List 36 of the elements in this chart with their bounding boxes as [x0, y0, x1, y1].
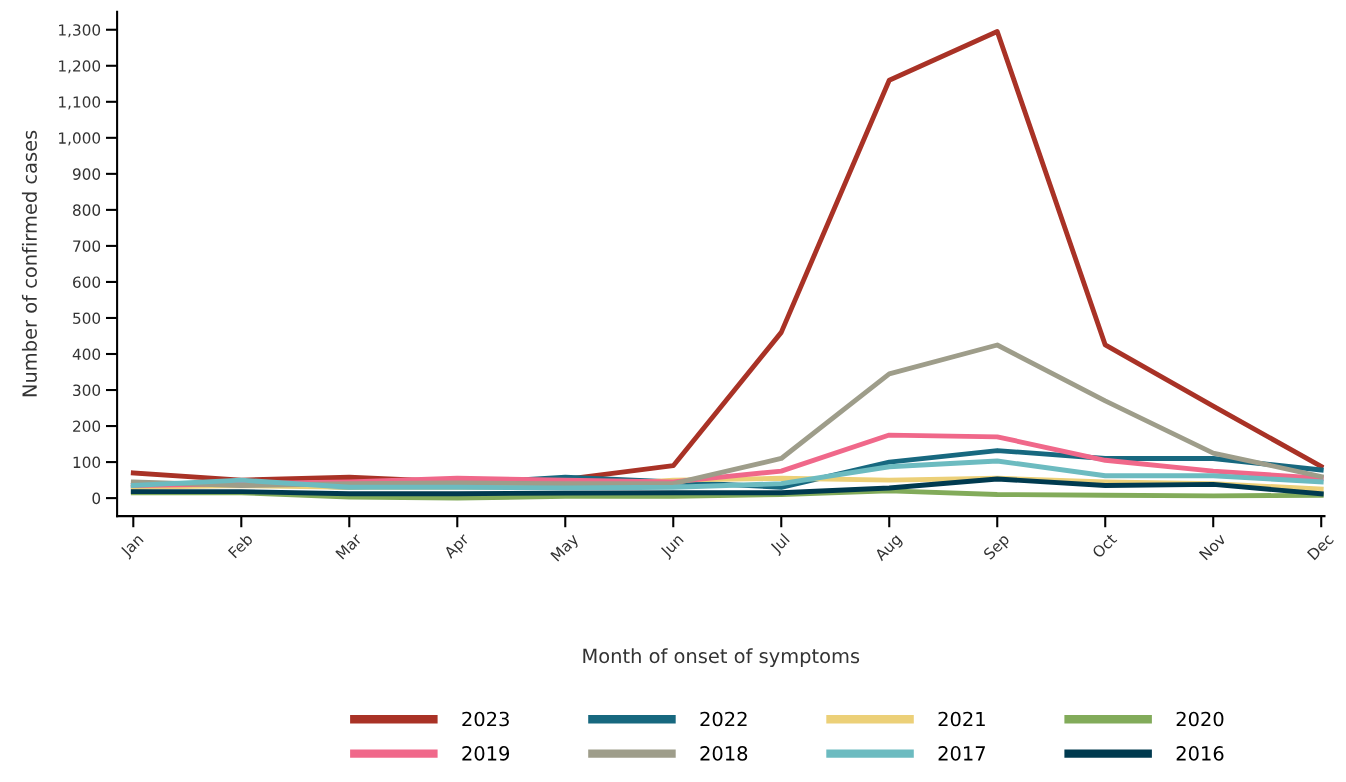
y-tick-label: 100	[73, 456, 101, 469]
y-tick-label: 1,200	[59, 60, 101, 74]
line-series	[130, 476, 1324, 497]
x-tick-label: Jan	[119, 533, 146, 560]
legend-label: 2022	[700, 711, 747, 727]
y-tick-label: 400	[72, 348, 101, 361]
legend-label: 2018	[700, 746, 748, 761]
y-tick-label: 700	[73, 240, 101, 252]
x-axis-title: Month of onset of symptoms	[583, 648, 860, 668]
y-tick-label: 500	[73, 312, 101, 324]
legend-label: 2016	[1176, 746, 1224, 761]
x-tick-label: Apr	[443, 532, 472, 562]
y-tick-label: 1,300	[59, 24, 101, 38]
y-axis-title: Number of confirmed cases	[21, 130, 37, 397]
y-tick-label: 300	[73, 384, 101, 397]
x-tick-label: Jun	[659, 533, 686, 560]
legend-label: 2021	[938, 711, 985, 727]
y-tick-label: 800	[73, 204, 101, 216]
legend-label: 2020	[1176, 711, 1224, 727]
y-tick-label: 600	[73, 276, 101, 288]
x-tick-label: Dec	[1306, 533, 1335, 561]
legend-label: 2023	[462, 711, 509, 727]
y-tick-label: 900	[72, 168, 101, 180]
x-tick-label: Feb	[227, 532, 254, 559]
legend-label: 2019	[462, 746, 510, 761]
legend-label: 2017	[938, 746, 985, 761]
y-tick-label: 200	[73, 420, 101, 433]
y-tick-label: 0	[92, 492, 101, 505]
x-tick-label: Oct	[1091, 532, 1118, 559]
x-tick-label: Jul	[768, 533, 792, 557]
x-tick-label: Nov	[1198, 532, 1227, 561]
line-series	[130, 342, 1324, 488]
y-tick-label: 1,100	[59, 96, 101, 110]
x-tick-label: Sep	[982, 532, 1013, 563]
y-tick-label: 1,000	[59, 132, 101, 146]
line-series	[130, 458, 1324, 491]
